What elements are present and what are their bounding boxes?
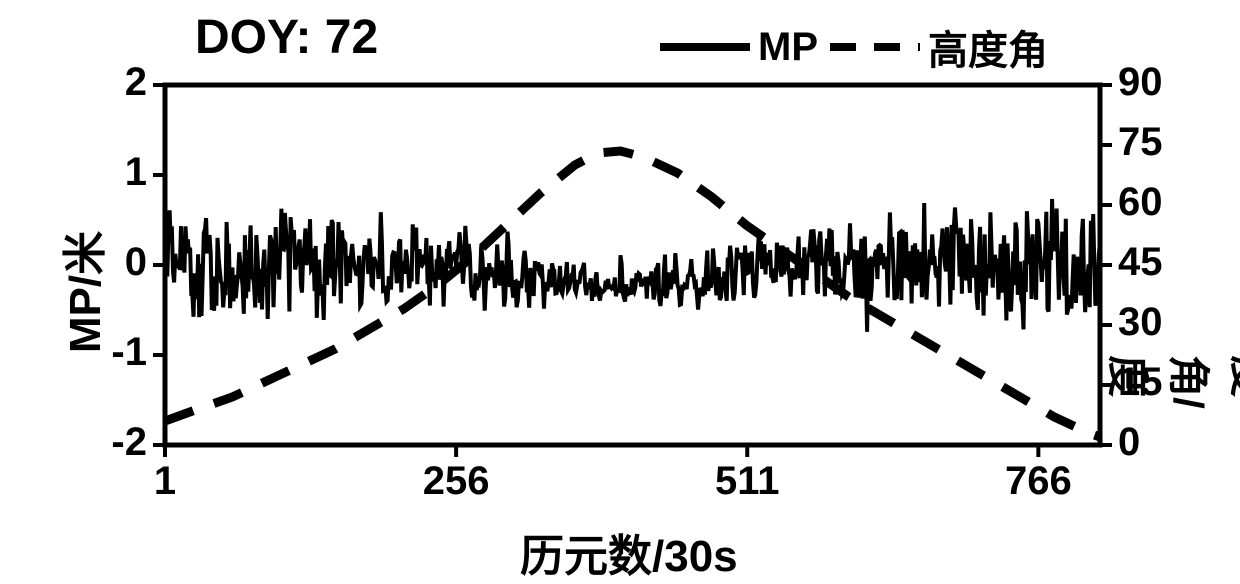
x-tick-label: 1 [115, 459, 215, 504]
y2-tick-label: 75 [1118, 120, 1163, 165]
y2-tick-label: 0 [1118, 420, 1140, 465]
y1-tick-label: 0 [125, 240, 147, 285]
y1-tick-label: 1 [125, 150, 147, 195]
chart-container: DOY: 72 MP高度角 MP/米 高度角/度 历元数/30s -2-1012… [0, 0, 1240, 575]
x-tick-label: 511 [697, 459, 797, 504]
y2-tick-label: 30 [1118, 300, 1163, 345]
y2-tick-label: 45 [1118, 240, 1163, 285]
x-tick-label: 766 [988, 459, 1088, 504]
x-tick-label: 256 [406, 459, 506, 504]
y2-tick-label: 90 [1118, 60, 1163, 105]
y2-tick-label: 60 [1118, 180, 1163, 225]
y2-tick-label: 15 [1118, 360, 1163, 405]
y1-tick-label: -1 [111, 330, 147, 375]
y1-tick-label: 2 [125, 60, 147, 105]
